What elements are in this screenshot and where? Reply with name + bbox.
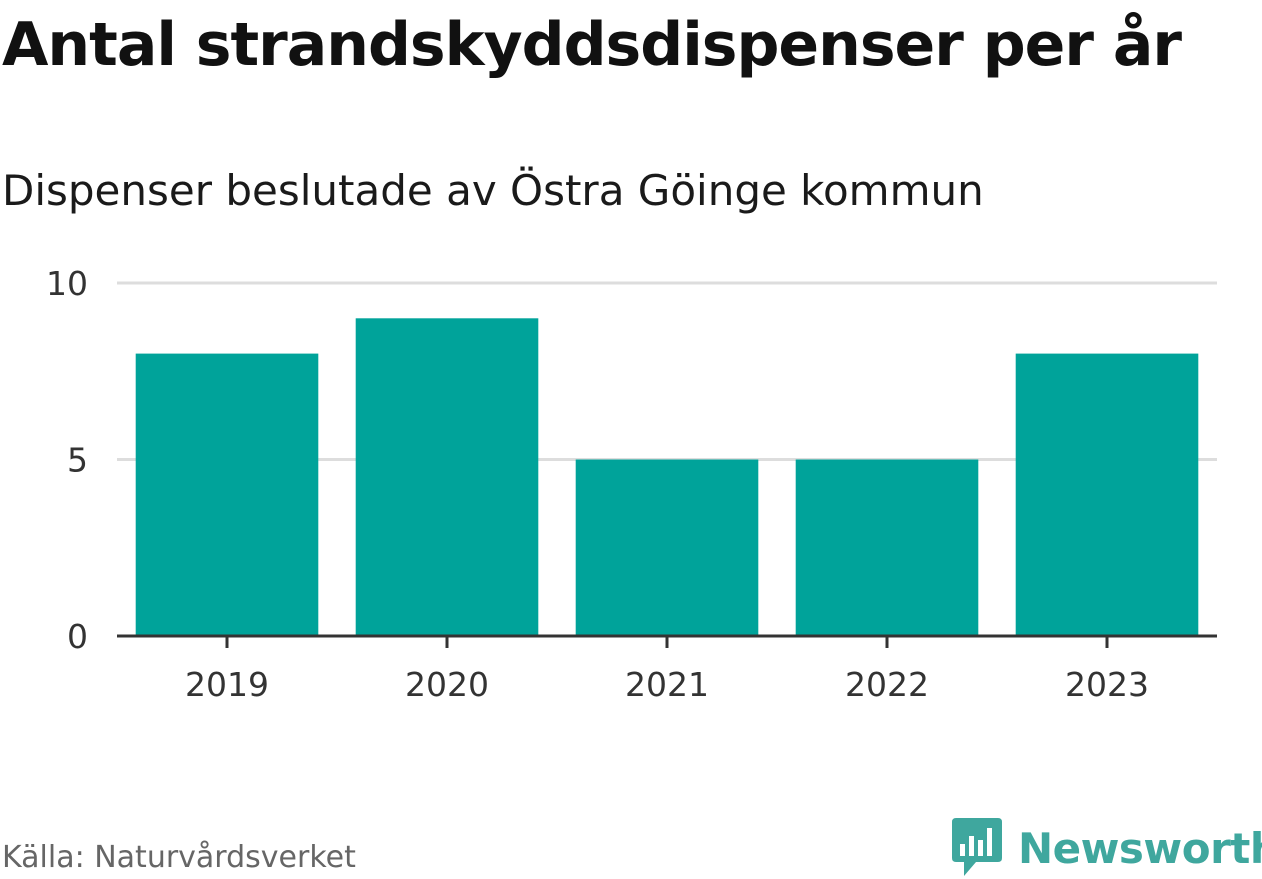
x-tick-label: 2021: [625, 665, 709, 704]
x-tick-label: 2022: [845, 665, 929, 704]
newsworthy-logo: Newsworthy: [952, 818, 1262, 878]
bar-2021: [575, 459, 759, 636]
brand-name: Newsworthy: [1018, 823, 1262, 873]
x-tick-label: 2020: [405, 665, 489, 704]
y-tick-label: 5: [67, 441, 88, 480]
bars: [135, 318, 1199, 636]
bar-2019: [135, 353, 319, 636]
bar-2023: [1015, 353, 1199, 636]
bar-2022: [795, 459, 979, 636]
y-tick-label: 10: [46, 264, 88, 303]
x-axis-ticks: 2019 2020 2021 2022 2023: [185, 636, 1149, 704]
bar-2020: [355, 318, 539, 636]
x-tick-label: 2023: [1065, 665, 1149, 704]
chart-subtitle: Dispenser beslutade av Östra Göinge komm…: [2, 166, 984, 215]
newsworthy-logo-icon: [952, 818, 1002, 876]
y-tick-label: 0: [67, 617, 88, 656]
y-axis-ticks: 0 5 10: [46, 264, 88, 656]
chart-title: Antal strandskyddsdispenser per år: [2, 10, 1182, 80]
x-tick-label: 2019: [185, 665, 269, 704]
source-note: Källa: Naturvårdsverket: [2, 840, 356, 875]
